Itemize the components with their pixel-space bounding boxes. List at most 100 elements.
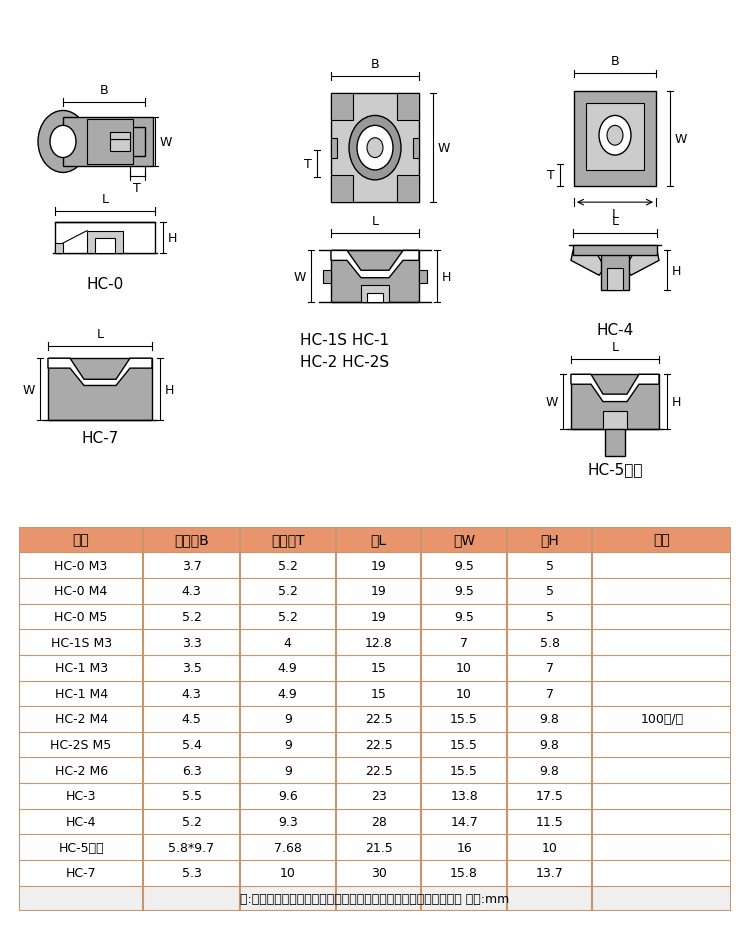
Text: 9: 9 xyxy=(284,713,292,726)
Text: 5: 5 xyxy=(545,559,554,572)
Text: 11.5: 11.5 xyxy=(536,815,563,828)
Text: HC-1S HC-1: HC-1S HC-1 xyxy=(301,333,389,348)
Text: 100个/包: 100个/包 xyxy=(640,713,683,726)
Bar xyxy=(367,293,383,303)
Text: HC-1S M3: HC-1S M3 xyxy=(50,636,112,649)
Text: W: W xyxy=(545,395,558,408)
Text: 3.5: 3.5 xyxy=(182,662,202,675)
Text: 10: 10 xyxy=(456,687,472,700)
Text: HC-2 M4: HC-2 M4 xyxy=(55,713,108,726)
Text: L: L xyxy=(611,214,619,227)
Text: 9.8: 9.8 xyxy=(539,764,560,777)
Text: 寿W: 寿W xyxy=(453,533,476,547)
Bar xyxy=(48,359,152,420)
Bar xyxy=(331,251,419,303)
Bar xyxy=(87,120,133,164)
Text: 15.5: 15.5 xyxy=(450,764,478,777)
Text: W: W xyxy=(22,383,35,396)
Bar xyxy=(601,251,629,290)
Text: W: W xyxy=(294,271,306,284)
Bar xyxy=(63,118,153,167)
Text: HC-1 M4: HC-1 M4 xyxy=(55,687,108,700)
Bar xyxy=(603,412,627,430)
Text: 包装: 包装 xyxy=(653,533,670,547)
Text: HC-4: HC-4 xyxy=(596,323,634,338)
Text: H: H xyxy=(672,395,681,408)
Text: 21.5: 21.5 xyxy=(364,841,392,854)
Circle shape xyxy=(349,116,401,181)
Text: 5.3: 5.3 xyxy=(182,867,202,880)
Text: 5.2: 5.2 xyxy=(182,815,202,828)
Bar xyxy=(331,138,337,159)
Text: L: L xyxy=(611,208,619,221)
Text: 15.8: 15.8 xyxy=(450,867,478,880)
Bar xyxy=(110,133,130,140)
Bar xyxy=(130,127,145,157)
Text: 4.5: 4.5 xyxy=(182,713,202,726)
Text: 17.5: 17.5 xyxy=(536,790,563,803)
Text: 螺丝孔B: 螺丝孔B xyxy=(174,533,209,547)
Bar xyxy=(397,175,419,203)
Bar xyxy=(55,223,155,253)
Text: HC-7: HC-7 xyxy=(81,431,118,445)
Bar xyxy=(573,246,657,256)
Bar xyxy=(110,140,130,152)
Text: T: T xyxy=(548,169,555,182)
Circle shape xyxy=(38,111,88,174)
Text: 15.5: 15.5 xyxy=(450,713,478,726)
Text: H: H xyxy=(442,271,452,284)
Bar xyxy=(19,527,731,553)
Text: 30: 30 xyxy=(370,867,386,880)
Text: H: H xyxy=(165,383,174,396)
Text: HC-0 M4: HC-0 M4 xyxy=(55,585,108,598)
Text: 注:以上数据为单批次纯手工测量，存在一定误差，请以实物为准！ 单位:mm: 注:以上数据为单批次纯手工测量，存在一定误差，请以实物为准！ 单位:mm xyxy=(240,892,510,905)
Bar xyxy=(331,175,353,203)
Text: 高H: 高H xyxy=(540,533,559,547)
Text: HC-7: HC-7 xyxy=(66,867,97,880)
Bar xyxy=(95,238,115,253)
Text: 9.5: 9.5 xyxy=(454,611,474,624)
Text: B: B xyxy=(610,55,620,68)
Polygon shape xyxy=(625,251,659,276)
Bar xyxy=(361,286,389,303)
Text: 7: 7 xyxy=(545,687,554,700)
Text: 规格: 规格 xyxy=(73,533,89,547)
Text: 28: 28 xyxy=(370,815,386,828)
Text: 5.2: 5.2 xyxy=(182,611,202,624)
Text: 5.2: 5.2 xyxy=(278,611,298,624)
Bar xyxy=(19,885,731,911)
Text: 19: 19 xyxy=(370,559,386,572)
Text: 3.3: 3.3 xyxy=(182,636,202,649)
Text: 9.8: 9.8 xyxy=(539,739,560,752)
Text: 5.5: 5.5 xyxy=(182,790,202,803)
Text: HC-2S M5: HC-2S M5 xyxy=(50,739,112,752)
Circle shape xyxy=(367,138,383,159)
Bar xyxy=(331,94,353,122)
Text: 9.3: 9.3 xyxy=(278,815,298,828)
Text: L: L xyxy=(611,341,619,354)
Bar xyxy=(323,271,331,283)
Text: HC-4: HC-4 xyxy=(66,815,96,828)
Text: HC-0: HC-0 xyxy=(86,277,124,292)
Text: 12.8: 12.8 xyxy=(364,636,392,649)
Text: 4.3: 4.3 xyxy=(182,585,202,598)
Bar xyxy=(55,244,63,253)
Text: HC-2 HC-2S: HC-2 HC-2S xyxy=(301,355,389,370)
Text: 5.2: 5.2 xyxy=(278,585,298,598)
Text: 6.3: 6.3 xyxy=(182,764,202,777)
Text: 5.8*9.7: 5.8*9.7 xyxy=(169,841,214,854)
Text: H: H xyxy=(168,232,177,245)
Bar xyxy=(586,104,644,171)
Text: W: W xyxy=(438,142,450,155)
Text: 7: 7 xyxy=(460,636,468,649)
Text: 5.4: 5.4 xyxy=(182,739,202,752)
Text: 9.5: 9.5 xyxy=(454,585,474,598)
Text: W: W xyxy=(675,133,687,146)
Text: 23: 23 xyxy=(370,790,386,803)
Text: 5: 5 xyxy=(545,611,554,624)
Text: 7.68: 7.68 xyxy=(274,841,302,854)
Bar xyxy=(571,375,659,430)
Text: HC-5带卡: HC-5带卡 xyxy=(58,841,104,854)
Text: HC-2 M6: HC-2 M6 xyxy=(55,764,108,777)
Text: 10: 10 xyxy=(542,841,557,854)
